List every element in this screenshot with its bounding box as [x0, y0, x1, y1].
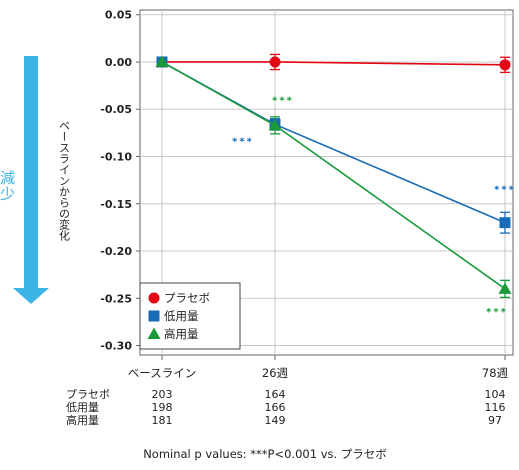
- n-table-cell: 116: [485, 401, 506, 414]
- n-table: プラセボ 203 164 104 低用量 198 166 116 高用量 181 149 97: [66, 388, 506, 427]
- y-tick-label: -0.05: [100, 103, 132, 116]
- y-tick-label: -0.30: [100, 340, 132, 353]
- n-table-cell: 149: [265, 414, 286, 427]
- y-axis-ticks: 0.05 0.00 -0.05 -0.10 -0.15 -0.20 -0.25 -0.30: [100, 9, 140, 353]
- y-tick-label: -0.25: [100, 292, 132, 305]
- decrease-arrow-head: [13, 288, 49, 304]
- n-table-row-label: 高用量: [66, 413, 99, 427]
- x-tick-label: ベースライン: [128, 366, 196, 380]
- n-table-row-label: 低用量: [66, 401, 99, 414]
- series-layer: [155, 53, 512, 298]
- n-table-cell: 97: [488, 414, 502, 427]
- n-table-row-label: プラセボ: [66, 388, 110, 401]
- legend-label: 高用量: [164, 327, 199, 341]
- data-point: [269, 56, 281, 68]
- data-point: [498, 282, 512, 294]
- legend-label: 低用量: [164, 309, 199, 323]
- data-point: [499, 59, 511, 71]
- y-tick-label: -0.20: [100, 245, 132, 258]
- significance-label: ***: [272, 95, 294, 106]
- y-tick-label: -0.10: [100, 151, 132, 164]
- y-tick-label: -0.15: [100, 198, 132, 211]
- legend-marker: [148, 310, 160, 322]
- n-table-cell: 203: [152, 388, 173, 401]
- data-point: [155, 55, 169, 67]
- legend-marker: [147, 327, 161, 339]
- y-axis-title: ベースラインからの変化: [58, 120, 71, 242]
- significance-label: ***: [486, 307, 508, 318]
- y-tick-label: 0.05: [105, 9, 132, 22]
- significance-label: ***: [494, 185, 516, 196]
- decrease-arrow-shaft: [24, 56, 38, 290]
- decrease-label: 減少: [0, 170, 16, 202]
- decrease-arrow: [13, 56, 49, 304]
- y-tick-label: 0.00: [105, 56, 132, 69]
- x-tick-label: 78週: [482, 366, 509, 380]
- x-tick-label: 26週: [262, 366, 289, 380]
- n-table-cell: 166: [265, 401, 286, 414]
- legend-marker: [148, 292, 160, 304]
- series-line: [161, 61, 506, 224]
- series-line: [161, 61, 506, 290]
- data-point: [499, 217, 511, 229]
- footnote: Nominal p values: ***P<0.001 vs. プラセボ: [143, 447, 387, 461]
- plot-area: [139, 9, 514, 356]
- significance-label: ***: [232, 136, 254, 147]
- data-point: [268, 118, 282, 131]
- n-table-cell: 164: [265, 388, 286, 401]
- n-table-cell: 104: [485, 388, 506, 401]
- n-table-cell: 198: [152, 401, 173, 414]
- n-table-cell: 181: [152, 414, 173, 427]
- x-axis-ticks: ベースライン 26週 78週: [128, 355, 509, 380]
- significance-labels: *** *** *** ***: [232, 95, 516, 318]
- legend-label: プラセボ: [164, 291, 210, 305]
